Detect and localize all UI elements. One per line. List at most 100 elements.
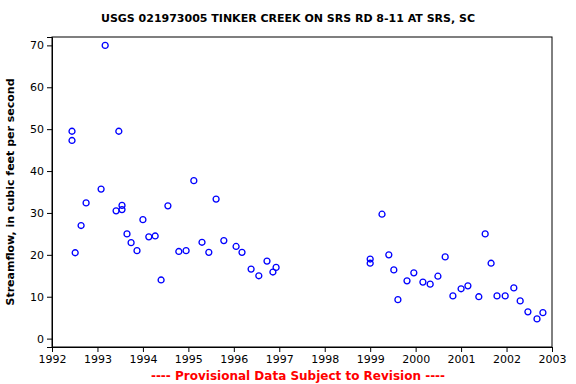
x-tick-mark bbox=[507, 347, 508, 352]
y-tick-mark bbox=[47, 87, 52, 88]
point bbox=[511, 285, 517, 291]
y-tick-mark bbox=[47, 171, 52, 172]
point bbox=[534, 316, 540, 322]
x-tick: 2003 bbox=[539, 347, 567, 366]
y-tick-label: 40 bbox=[30, 165, 44, 178]
point bbox=[476, 294, 482, 300]
point bbox=[98, 186, 104, 192]
point bbox=[152, 233, 158, 239]
point bbox=[183, 248, 189, 254]
point bbox=[465, 283, 471, 289]
point bbox=[502, 293, 508, 299]
y-tick: 60 bbox=[30, 81, 52, 94]
point bbox=[488, 260, 494, 266]
point bbox=[391, 267, 397, 273]
x-tick: 2000 bbox=[402, 347, 430, 366]
x-tick: 1999 bbox=[357, 347, 385, 366]
point bbox=[146, 234, 152, 240]
point bbox=[450, 293, 456, 299]
x-tick-label: 1992 bbox=[39, 353, 67, 366]
x-tick: 1997 bbox=[266, 347, 294, 366]
x-tick-mark bbox=[552, 347, 553, 352]
point bbox=[435, 273, 441, 279]
point bbox=[517, 298, 523, 304]
point bbox=[221, 238, 227, 244]
y-tick: 50 bbox=[30, 123, 52, 136]
point bbox=[116, 128, 122, 134]
x-tick: 1992 bbox=[39, 347, 67, 366]
x-tick-label: 1996 bbox=[220, 353, 248, 366]
y-tick-label: 20 bbox=[30, 249, 44, 262]
x-tick: 1998 bbox=[311, 347, 339, 366]
x-tick-mark bbox=[416, 347, 417, 352]
x-tick-label: 1999 bbox=[357, 353, 385, 366]
plot-frame bbox=[52, 37, 552, 347]
y-tick-label: 0 bbox=[37, 333, 44, 346]
point bbox=[69, 137, 75, 143]
point bbox=[176, 249, 182, 255]
point bbox=[128, 240, 134, 246]
x-tick-mark bbox=[97, 347, 98, 352]
point bbox=[134, 248, 140, 254]
y-tick-mark bbox=[47, 45, 52, 46]
y-tick: 0 bbox=[37, 333, 52, 346]
y-axis-line bbox=[47, 38, 53, 348]
x-tick: 2001 bbox=[448, 347, 476, 366]
point bbox=[525, 309, 531, 315]
x-tick-label: 1993 bbox=[84, 353, 112, 366]
point bbox=[458, 286, 464, 292]
point bbox=[248, 266, 254, 272]
point bbox=[264, 258, 270, 264]
y-tick: 20 bbox=[30, 249, 52, 262]
y-tick-label: 70 bbox=[30, 39, 44, 52]
x-tick-label: 2003 bbox=[539, 353, 567, 366]
point bbox=[367, 260, 373, 266]
y-axis: 0 10 20 30 40 50 60 70 bbox=[30, 38, 53, 348]
y-tick-label: 30 bbox=[30, 207, 44, 220]
x-tick-label: 1998 bbox=[311, 353, 339, 366]
point bbox=[386, 252, 392, 258]
x-tick-label: 2000 bbox=[402, 353, 430, 366]
point bbox=[199, 239, 205, 245]
point bbox=[113, 208, 119, 214]
point bbox=[165, 203, 171, 209]
point bbox=[140, 217, 146, 223]
point bbox=[494, 293, 500, 299]
point bbox=[540, 310, 546, 316]
point bbox=[78, 223, 84, 229]
x-axis-line bbox=[53, 348, 553, 353]
x-tick-label: 2001 bbox=[448, 353, 476, 366]
x-tick-label: 1995 bbox=[175, 353, 203, 366]
point bbox=[239, 249, 245, 255]
y-tick-label: 60 bbox=[30, 81, 44, 94]
x-tick-label: 1997 bbox=[266, 353, 294, 366]
point bbox=[72, 250, 78, 256]
x-tick-label: 2002 bbox=[493, 353, 521, 366]
point bbox=[158, 277, 164, 283]
point bbox=[273, 264, 279, 270]
y-tick-mark bbox=[47, 129, 52, 130]
point bbox=[379, 211, 385, 217]
y-tick-mark bbox=[47, 213, 52, 214]
y-tick-label: 10 bbox=[30, 291, 44, 304]
annotation: ---- Provisional Data Subject to Revisio… bbox=[151, 369, 445, 383]
x-tick: 1996 bbox=[220, 347, 248, 366]
point bbox=[119, 207, 125, 213]
y-axis-title: Streamflow, in cubic feet per second bbox=[4, 78, 17, 305]
x-tick: 1993 bbox=[84, 347, 112, 366]
y-tick-mark bbox=[47, 297, 52, 298]
y-tick: 40 bbox=[30, 165, 52, 178]
y-tick-mark bbox=[47, 255, 52, 256]
x-tick: 1994 bbox=[129, 347, 157, 366]
point bbox=[404, 278, 410, 284]
point bbox=[213, 196, 219, 202]
y-tick: 70 bbox=[30, 39, 52, 52]
x-axis: 1992 1993 1994 1995 1996 1997 1998 1999 2000 2001… bbox=[39, 347, 567, 366]
x-tick-mark bbox=[279, 347, 280, 352]
point bbox=[191, 178, 197, 184]
points bbox=[69, 42, 546, 322]
point bbox=[442, 254, 448, 260]
point bbox=[102, 42, 108, 48]
point bbox=[83, 200, 89, 206]
y-tick: 30 bbox=[30, 207, 52, 220]
